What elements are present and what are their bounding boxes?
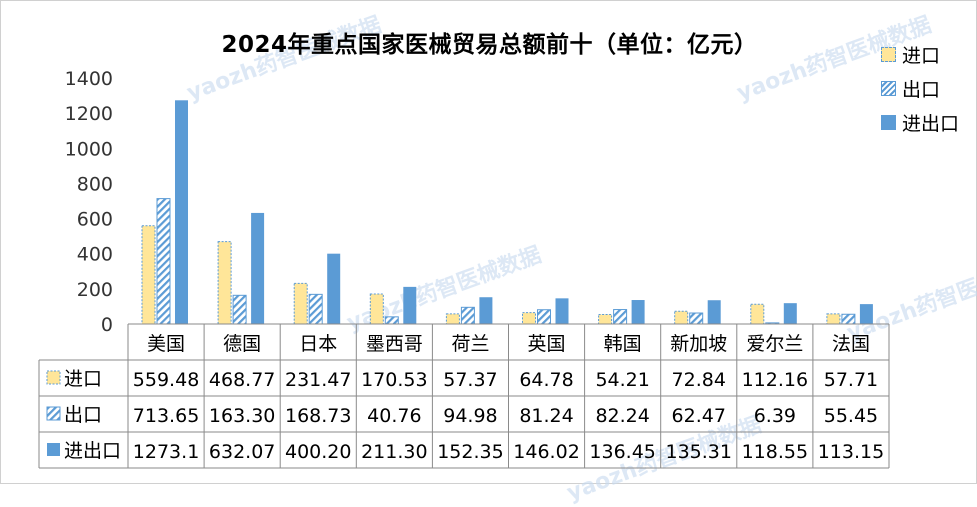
bar-export (384, 316, 399, 325)
legend-label-total: 进出口 (902, 112, 960, 135)
legend-label-import: 进口 (902, 44, 941, 67)
table-cell-value: 632.07 (209, 441, 275, 463)
legend-item-import: 进口 (881, 37, 959, 71)
bar-total (631, 300, 645, 324)
table-key-swatch (46, 370, 61, 385)
table-cell-value: 64.78 (519, 369, 573, 391)
table-cell-value: 94.98 (443, 405, 497, 427)
bar-total (555, 298, 569, 324)
table-cell-value: 400.20 (285, 441, 351, 463)
bar-import (674, 310, 689, 325)
bar-export (613, 309, 628, 325)
chart-title: 2024年重点国家医械贸易总额前十（单位：亿元） (221, 32, 758, 58)
table-cell-value: 57.37 (443, 369, 497, 391)
table-cell-value: 62.47 (672, 405, 726, 427)
bar-export (460, 306, 475, 325)
legend-swatch-export (881, 80, 896, 96)
table-cell-value: 1273.1 (133, 441, 199, 463)
category-label: 韩国 (604, 333, 642, 355)
bar-export (689, 312, 704, 325)
table-cell-value: 54.21 (595, 369, 649, 391)
table-key-swatch (47, 443, 60, 456)
bar-import (293, 282, 308, 325)
table-cell-value: 713.65 (133, 405, 199, 427)
table-cell-value: 55.45 (824, 405, 878, 427)
category-label: 爱尔兰 (746, 333, 803, 355)
category-label: 荷兰 (451, 333, 489, 355)
category-label: 英国 (528, 333, 566, 355)
category-label: 墨西哥 (366, 333, 423, 355)
category-label: 美国 (147, 333, 185, 355)
table-cell-value: 112.16 (742, 369, 808, 391)
legend-item-export: 出口 (881, 71, 959, 105)
bar-import (217, 241, 232, 325)
table-cell-value: 163.30 (209, 405, 275, 427)
bar-export (841, 313, 856, 325)
table-cell-value: 82.24 (595, 405, 649, 427)
table-cell-value: 72.84 (672, 369, 726, 391)
category-label: 德国 (223, 333, 261, 355)
bar-import (826, 313, 841, 325)
bar-total (327, 253, 341, 324)
bar-total (403, 286, 417, 324)
table-row-label: 出口 (64, 404, 102, 426)
y-tick-label: 800 (77, 173, 113, 195)
table-cell-value: 113.15 (818, 441, 884, 463)
y-tick-label: 1200 (65, 103, 113, 125)
legend-swatch-import (881, 46, 896, 62)
y-tick-label: 1000 (65, 138, 113, 160)
table-cell-value: 152.35 (437, 441, 503, 463)
bar-export (308, 293, 323, 325)
table-row-label: 进口 (64, 368, 102, 390)
bar-export (537, 309, 551, 325)
bar-import (141, 225, 156, 325)
chart-svg: 0 200 400 600 800 1000 1200 1400 美国 德国 日本 墨西哥 荷兰 英国 韩国… (38, 68, 890, 469)
table-cell-value: 57.71 (824, 369, 878, 391)
legend-swatch-total (881, 114, 896, 130)
table-key-swatch (46, 406, 61, 421)
table-cell-value: 118.55 (742, 441, 808, 463)
bar-import (598, 313, 613, 325)
bar-total (707, 300, 721, 324)
legend-item-total: 进出口 (881, 105, 959, 139)
bar-export (156, 198, 171, 325)
table-cell-value: 168.73 (285, 405, 351, 427)
bar-total (859, 304, 873, 324)
bar-import (445, 313, 460, 325)
table-cell-value: 211.30 (361, 441, 427, 463)
bar-import (522, 312, 536, 325)
category-label: 法国 (832, 333, 870, 355)
table-cell-value: 146.02 (513, 441, 579, 463)
table-cell-value: 135.31 (666, 441, 732, 463)
bar-import (750, 303, 765, 325)
table-cell-value: 170.53 (361, 369, 427, 391)
legend: 进口 出口 进出口 (881, 37, 959, 139)
table-cell-value: 468.77 (209, 369, 275, 391)
y-tick-label: 1400 (65, 68, 113, 90)
bar-total (251, 212, 265, 324)
bar-total (783, 303, 797, 324)
bar-export (232, 294, 247, 325)
category-label: 日本 (299, 333, 337, 355)
table-cell-value: 136.45 (589, 441, 655, 463)
table-cell-value: 40.76 (367, 405, 421, 427)
bar-total (479, 297, 493, 324)
table-row-label: 进出口 (64, 440, 121, 462)
y-tick-label: 200 (77, 279, 113, 301)
legend-label-export: 出口 (902, 78, 941, 101)
table-cell-value: 6.39 (754, 405, 796, 427)
category-label: 新加坡 (670, 333, 727, 355)
y-tick-label: 400 (77, 244, 113, 266)
y-tick-label: 600 (77, 209, 113, 231)
table-cell-value: 231.47 (285, 369, 351, 391)
table-cell-value: 81.24 (519, 405, 573, 427)
bar-import (369, 293, 384, 325)
table-cell-value: 559.48 (133, 369, 199, 391)
bar-total (175, 100, 188, 324)
y-tick-label: 0 (101, 314, 113, 336)
